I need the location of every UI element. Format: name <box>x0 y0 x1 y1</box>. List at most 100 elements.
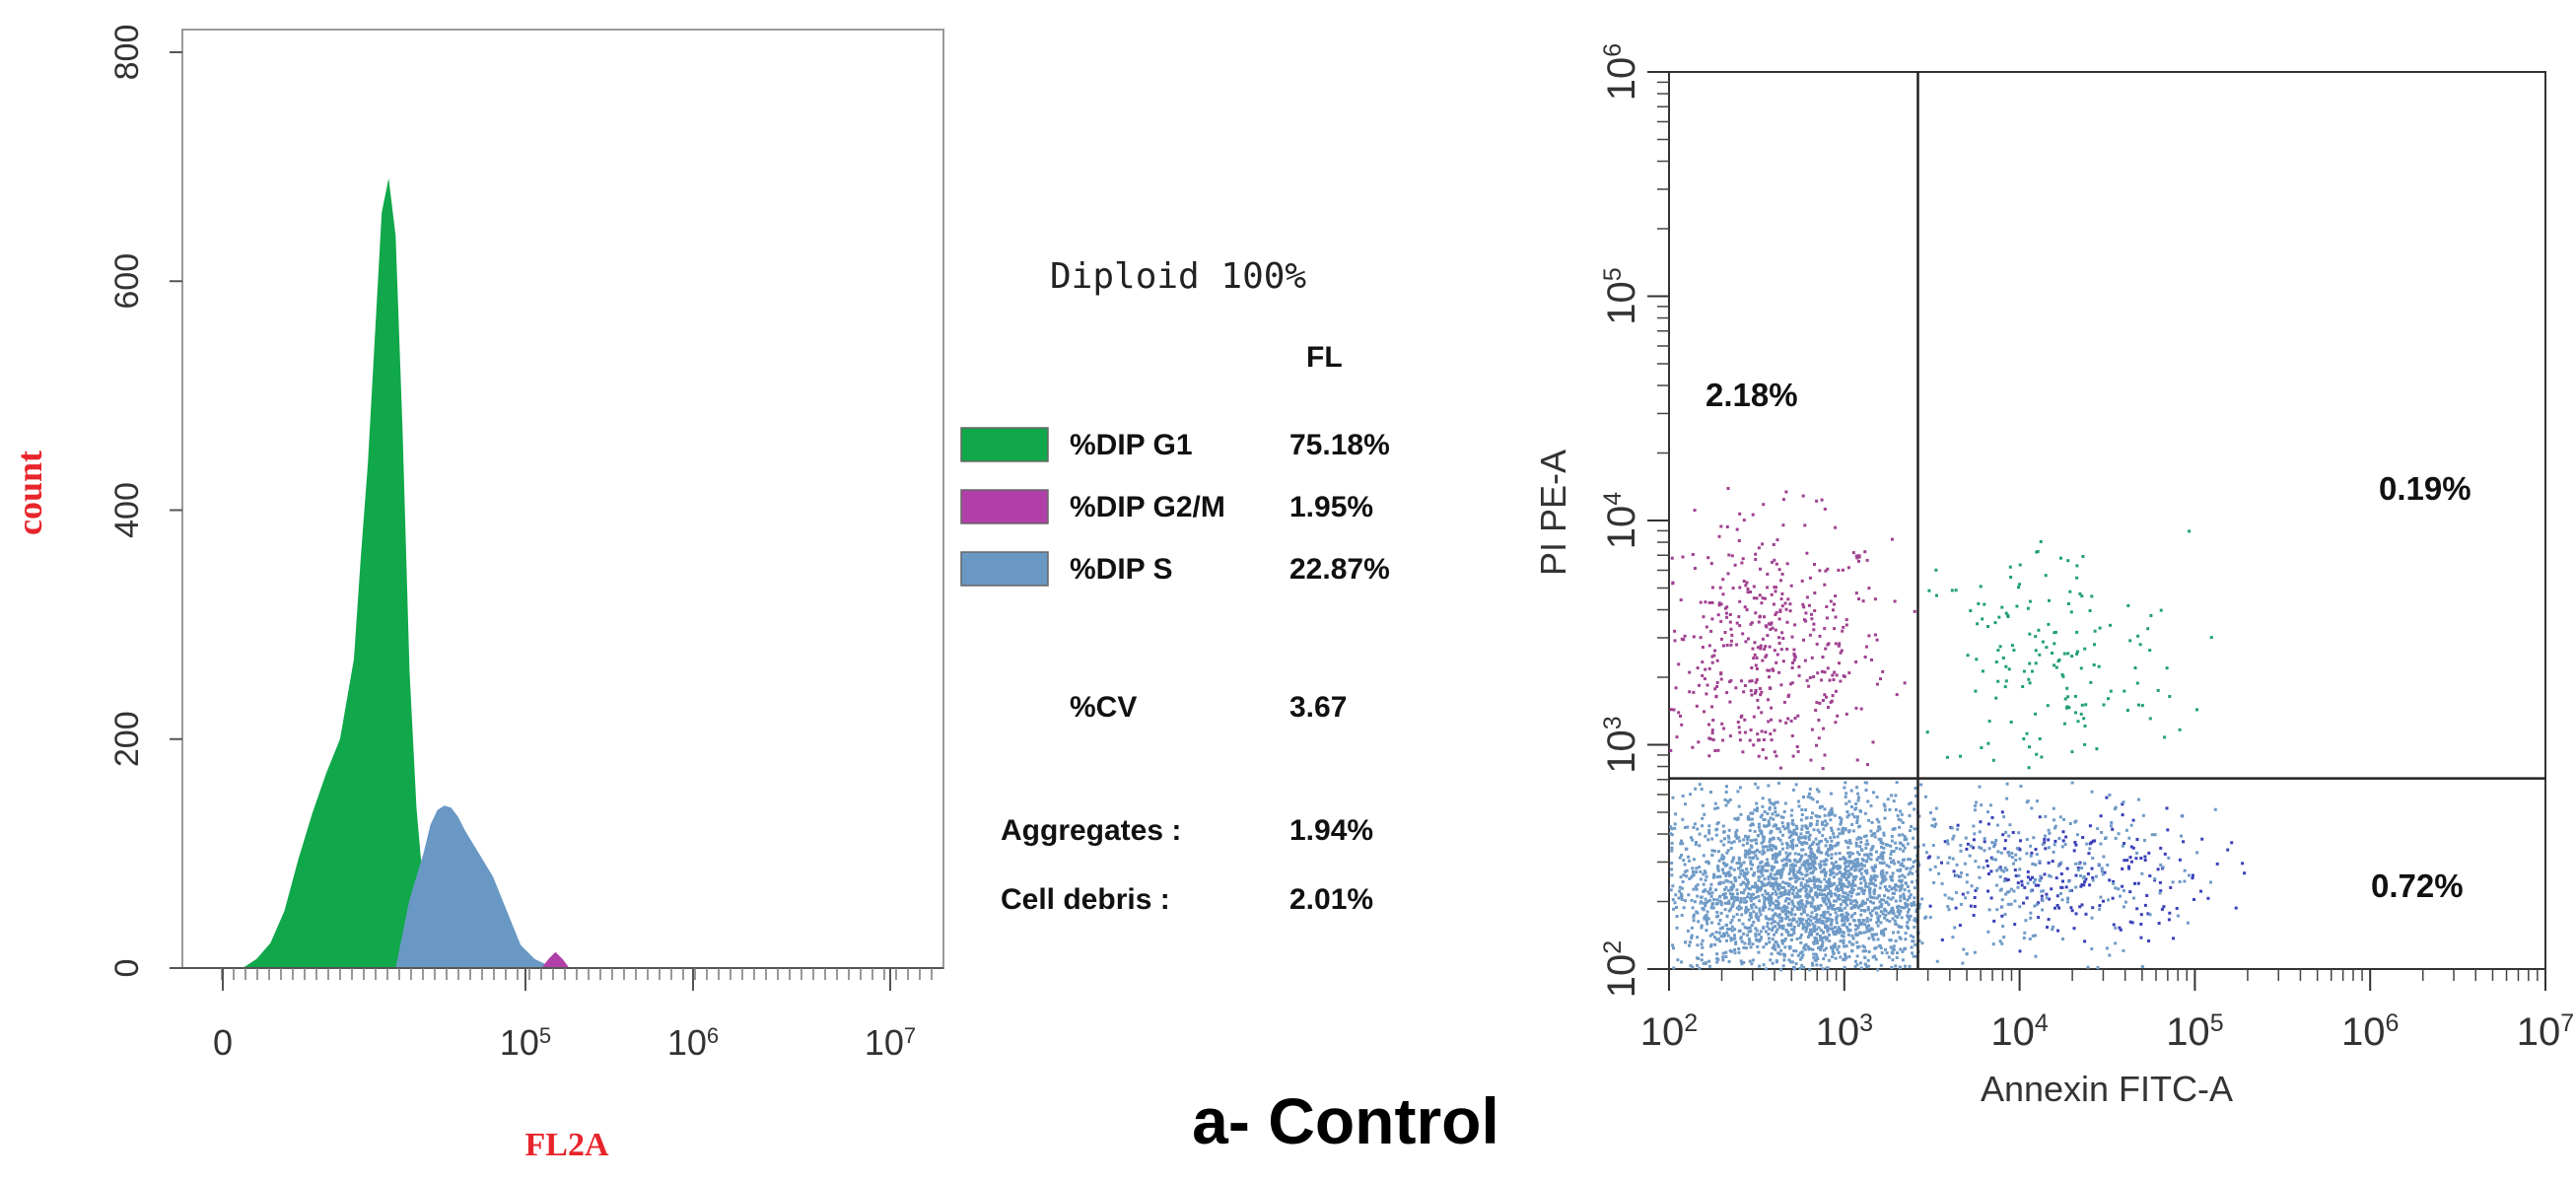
scatter-dot <box>1820 851 1824 855</box>
scatter-dot <box>1895 956 1899 959</box>
scatter-dot <box>1738 599 1742 603</box>
scatter-dot <box>1903 835 1907 838</box>
scatter-dot <box>2121 884 2124 888</box>
scatter-dot <box>1713 801 1717 805</box>
scatter-dot <box>1991 758 1995 762</box>
scatter-dot <box>1773 750 1776 754</box>
scatter-dot <box>1896 931 1900 935</box>
scatter-dot <box>2018 583 2022 587</box>
scatter-dot <box>2080 903 2084 907</box>
scatter-dot <box>1691 745 1695 749</box>
scatter-dot <box>2022 737 2026 740</box>
scatter-dot <box>1826 567 1830 571</box>
scatter-dot <box>1853 862 1857 866</box>
scatter-dot <box>2136 881 2140 885</box>
scatter-dot <box>1724 611 1728 615</box>
scatter-dot <box>1849 901 1852 905</box>
scatter-dot <box>2052 925 2055 929</box>
scatter-dot <box>1789 876 1793 880</box>
scatter-dot <box>1877 906 1880 910</box>
scatter-dot <box>1774 939 1777 943</box>
scatter-dot <box>1775 586 1777 590</box>
scatter-dot <box>1821 967 1825 971</box>
scatter-dot <box>1834 933 1838 937</box>
scatter-dot <box>1866 799 1870 803</box>
scatter-dot <box>2066 896 2069 900</box>
scatter-dot <box>1835 930 1839 934</box>
scatter-dot <box>1811 961 1814 965</box>
scatter-dot <box>1670 849 1674 853</box>
scatter-dot <box>1814 709 1818 712</box>
scatter-dot <box>1946 861 1950 865</box>
scatter-dot <box>1671 884 1675 888</box>
scatter-dot <box>1810 931 1814 935</box>
scatter-dot <box>1873 888 1877 892</box>
scatter-dot <box>1697 920 1701 924</box>
scatter-dot <box>1814 877 1818 881</box>
scatter-dot <box>1714 828 1718 832</box>
scatter-dot <box>1754 552 1758 556</box>
scatter-dot <box>1738 586 1742 590</box>
scatter-dot <box>1886 798 1890 801</box>
scatter-dot <box>1902 849 1906 853</box>
scatter-dot <box>1824 884 1828 888</box>
scatter-dot <box>1761 893 1765 897</box>
scatter-dot <box>2029 854 2033 858</box>
scatter-dot <box>2061 839 2065 843</box>
scatter-dot <box>1749 916 1753 920</box>
scatter-dot <box>2104 836 2108 840</box>
scatter-dot <box>2111 896 2115 900</box>
scatter-dot <box>1978 785 1982 789</box>
scatter-dot <box>1880 951 1884 955</box>
scatter-dot <box>1716 937 1720 941</box>
scatter-dot <box>1698 866 1702 869</box>
scatter-dot <box>1715 685 1719 688</box>
scatter-dot <box>1763 902 1767 905</box>
scatter-dot <box>1853 859 1857 863</box>
scatter-dot <box>1820 839 1823 843</box>
g2m-area <box>541 951 570 968</box>
scatter-dot <box>1779 968 1782 972</box>
scatter-dot <box>2033 904 2037 908</box>
scatter-dot <box>1822 727 1825 730</box>
scatter-dot <box>2002 936 2006 939</box>
scatter-y-label: PI PE-A <box>1533 450 1573 576</box>
scatter-dot <box>1706 683 1709 687</box>
scatter-dot <box>1720 868 1724 871</box>
scatter-dot <box>1881 912 1885 916</box>
scatter-dot <box>1863 550 1867 554</box>
scatter-dot <box>1807 684 1811 688</box>
scatter-dot <box>1889 938 1893 942</box>
scatter-dot <box>1765 942 1769 946</box>
scatter-dot <box>1872 867 1876 869</box>
scatter-dot <box>2209 636 2213 640</box>
scatter-dot <box>2140 965 2144 968</box>
scatter-dot <box>1832 933 1836 937</box>
scatter-dot <box>1879 856 1883 860</box>
scatter-dot <box>1704 667 1707 671</box>
scatter-dot <box>1679 842 1683 846</box>
scatter-dot <box>1980 746 1984 749</box>
scatter-dot <box>2015 604 2019 608</box>
scatter-dot <box>2052 850 2055 854</box>
scatter-dot <box>1780 917 1784 921</box>
scatter-dot <box>1880 862 1884 866</box>
scatter-dot <box>2088 609 2092 612</box>
scatter-dot <box>1750 817 1754 821</box>
scatter-dot <box>2122 889 2125 892</box>
scatter-dot <box>1725 931 1729 935</box>
scatter-dot <box>1899 894 1903 898</box>
scatter-dot <box>1858 868 1862 871</box>
scatter-dot <box>1839 822 1843 826</box>
scatter-dot <box>1788 934 1792 937</box>
scatter-dot <box>1719 637 1723 641</box>
scatter-dot <box>1892 850 1896 853</box>
scatter-dot <box>1691 553 1695 556</box>
scatter-dot <box>1747 941 1751 945</box>
scatter-dot <box>1889 875 1893 878</box>
scatter-dot <box>1753 808 1757 812</box>
scatter-dot <box>1696 963 1700 967</box>
scatter-dot <box>1810 822 1813 826</box>
scatter-dot <box>2064 706 2068 710</box>
scatter-dot <box>1742 861 1746 865</box>
